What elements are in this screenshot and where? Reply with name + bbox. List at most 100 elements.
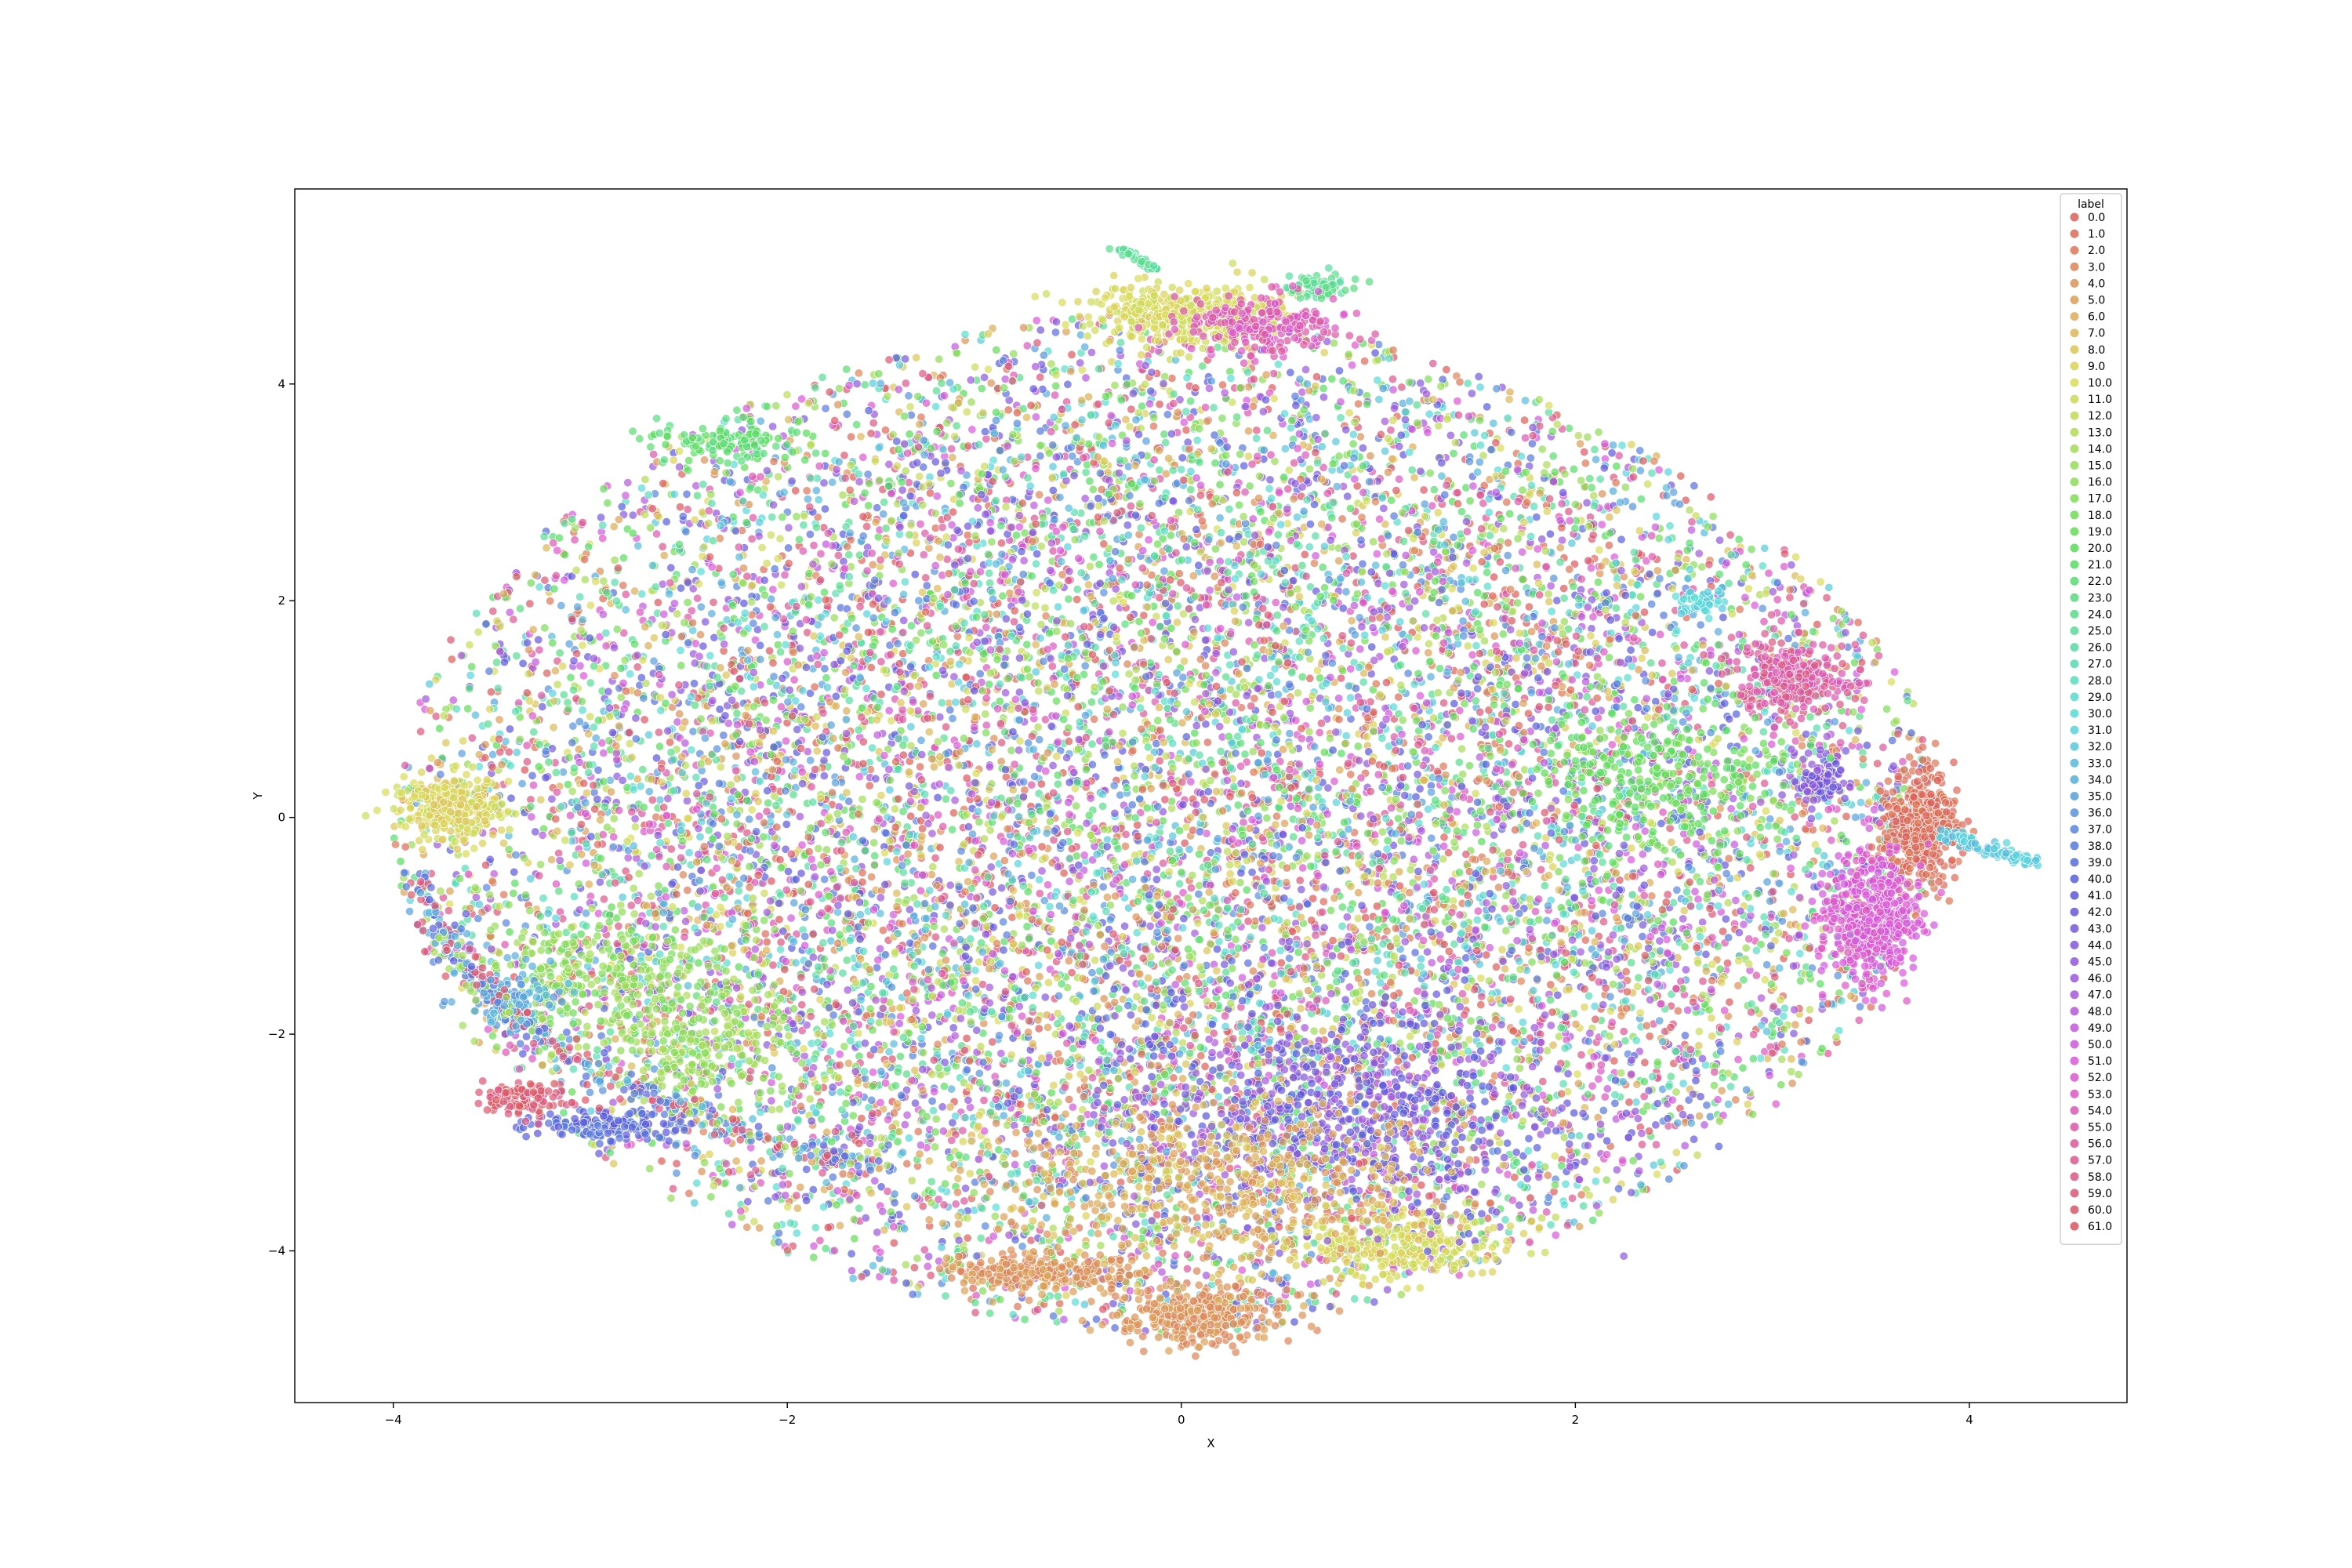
scatter-point [732, 1157, 740, 1165]
scatter-point [1621, 1036, 1629, 1044]
scatter-point [1262, 371, 1270, 379]
scatter-point [1735, 535, 1743, 543]
scatter-point [1462, 484, 1470, 492]
scatter-point [843, 956, 851, 964]
scatter-point [1051, 1030, 1059, 1038]
scatter-point [1086, 477, 1094, 485]
scatter-point [975, 1069, 983, 1077]
scatter-point [1168, 374, 1176, 382]
scatter-point [518, 779, 526, 787]
scatter-point [1297, 1004, 1305, 1012]
scatter-point [1396, 618, 1404, 626]
scatter-point [1692, 1076, 1700, 1084]
scatter-point [1235, 501, 1243, 509]
scatter-point [603, 823, 611, 831]
scatter-point [984, 365, 992, 373]
scatter-point [1576, 440, 1584, 448]
scatter-point [763, 938, 771, 946]
scatter-point [1673, 886, 1681, 894]
scatter-point [1666, 824, 1674, 832]
scatter-point [790, 676, 798, 684]
scatter-point [541, 624, 549, 632]
scatter-point [556, 649, 564, 657]
scatter-point [1659, 808, 1667, 816]
scatter-point [822, 405, 829, 412]
scatter-point [684, 506, 691, 514]
scatter-point [1823, 722, 1831, 730]
scatter-point [1316, 728, 1323, 736]
scatter-point [1640, 608, 1648, 616]
scatter-point [935, 355, 943, 363]
scatter-point [1237, 869, 1245, 877]
scatter-point [907, 521, 915, 529]
scatter-point [501, 941, 509, 949]
scatter-point [1468, 390, 1475, 397]
scatter-point [792, 487, 800, 495]
scatter-point [1416, 785, 1424, 793]
scatter-point [1699, 977, 1707, 985]
scatter-point [980, 1096, 988, 1104]
scatter-point [1175, 569, 1183, 577]
scatter-point [622, 590, 630, 598]
scatter-point [1788, 1055, 1795, 1063]
scatter-point [1052, 382, 1060, 390]
scatter-point [1646, 996, 1654, 1004]
scatter-point [506, 928, 514, 936]
scatter-point [1338, 515, 1346, 523]
scatter-point [1112, 670, 1120, 678]
scatter-point [1338, 922, 1346, 930]
scatter-point [1373, 550, 1381, 557]
scatter-point [690, 680, 698, 688]
scatter-point [999, 918, 1007, 926]
scatter-point [684, 598, 691, 606]
scatter-point [947, 445, 955, 452]
scatter-point [1656, 575, 1664, 583]
scatter-point [1457, 745, 1465, 753]
scatter-point [615, 722, 622, 730]
scatter-point [783, 390, 791, 398]
scatter-point [1312, 372, 1320, 380]
scatter-point [891, 805, 898, 813]
scatter-point [865, 502, 873, 510]
scatter-point [1515, 909, 1523, 917]
scatter-point [1236, 879, 1244, 887]
scatter-point [1653, 1171, 1661, 1178]
scatter-point [903, 449, 911, 457]
scatter-point [971, 866, 979, 874]
scatter-point [1286, 729, 1294, 737]
scatter-point [1269, 369, 1277, 377]
scatter-point [1096, 528, 1104, 535]
scatter-point [1476, 492, 1484, 499]
scatter-point [1021, 1316, 1029, 1323]
scatter-point [1601, 1093, 1609, 1101]
scatter-point [1310, 559, 1318, 567]
scatter-point [1320, 748, 1328, 756]
scatter-point [1085, 811, 1093, 819]
scatter-point [539, 895, 547, 902]
scatter-point [963, 774, 971, 782]
scatter-point [1279, 830, 1287, 838]
scatter-point [1007, 746, 1015, 754]
scatter-point [1253, 426, 1261, 434]
scatter-point [786, 1219, 794, 1227]
scatter-point [1611, 1091, 1619, 1098]
scatter-point [1456, 706, 1464, 714]
scatter-point [846, 486, 854, 494]
scatter-point [1648, 628, 1656, 636]
scatter-point [673, 1160, 681, 1167]
scatter-point [716, 706, 724, 713]
scatter-point [579, 706, 586, 714]
scatter-point [1094, 502, 1102, 510]
scatter-point [1047, 655, 1054, 662]
scatter-point [913, 354, 920, 361]
scatter-point [1397, 837, 1405, 844]
scatter-point [1584, 433, 1592, 441]
scatter-point [812, 487, 820, 495]
scatter-point [1268, 495, 1276, 503]
scatter-point [1592, 456, 1599, 463]
scatter-point [1022, 413, 1030, 421]
scatter-point [1481, 431, 1489, 439]
scatter-point [459, 737, 466, 745]
scatter-point [1472, 642, 1480, 650]
scatter-point [649, 450, 657, 458]
